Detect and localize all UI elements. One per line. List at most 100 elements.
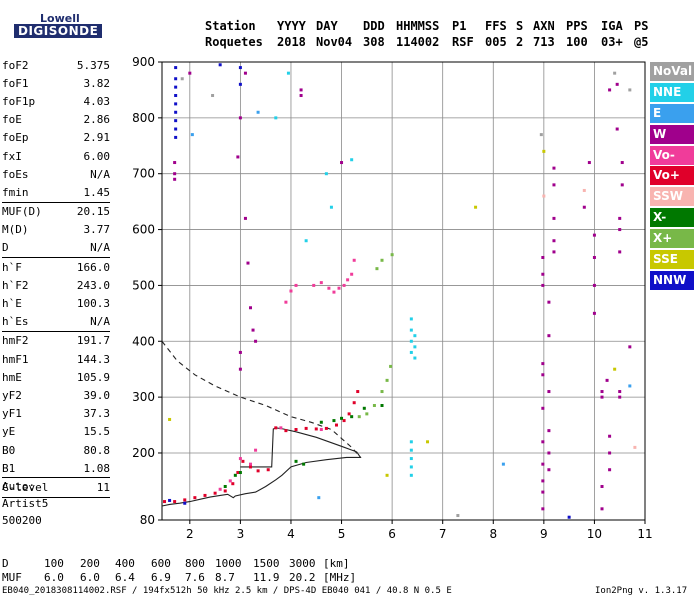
data-point (541, 255, 545, 259)
param-value: N/A (90, 241, 110, 255)
data-point (284, 429, 288, 433)
data-point (541, 362, 545, 366)
param-name: M(D) (2, 223, 29, 237)
data-point (409, 328, 413, 332)
data-point (238, 471, 242, 475)
param-row: D N/A (2, 239, 110, 257)
data-point (294, 428, 298, 432)
header-label-5: P1 (452, 19, 467, 33)
data-point (347, 412, 351, 416)
data-point (289, 289, 293, 293)
data-point (380, 390, 384, 394)
d-cell-5: 800 (185, 557, 205, 570)
data-point (334, 423, 338, 427)
param-row: fmin 1.45 (2, 183, 110, 201)
data-point (332, 290, 336, 294)
data-point (547, 468, 551, 472)
data-point (299, 88, 303, 92)
data-point (342, 283, 346, 287)
plot-frame (161, 61, 646, 521)
data-point (552, 239, 556, 243)
data-point (173, 172, 177, 176)
d-cell-2: 200 (80, 557, 100, 570)
param-name: MUF(D) (2, 205, 42, 219)
muf-cell-1: 6.0 (44, 571, 64, 584)
auto-program: Artist5 (2, 497, 49, 510)
header-value-9: 100 (566, 35, 588, 49)
data-point (168, 417, 172, 421)
data-point (174, 94, 178, 98)
param-row: hmF2 191.7 (2, 332, 110, 350)
muf-cell-6: 8.7 (215, 571, 235, 584)
data-point (456, 514, 460, 518)
param-value: 243.0 (76, 278, 110, 292)
data-point (547, 451, 551, 455)
data-point (163, 500, 167, 504)
param-row: hmE 105.9 (2, 368, 110, 386)
x-tick-label: 9 (540, 527, 548, 541)
data-point (327, 286, 331, 290)
param-value: 166.0 (76, 260, 110, 274)
data-point (254, 448, 258, 452)
data-point (274, 116, 278, 120)
param-name: fxI (2, 149, 22, 163)
param-row: h`E 100.3 (2, 294, 110, 312)
data-point (380, 404, 384, 407)
autoscaling-info: Auto: Artist5 500200 (2, 478, 48, 529)
data-point (256, 469, 260, 473)
data-point (385, 473, 389, 477)
muf-cell-3: 6.4 (115, 571, 135, 584)
header-label-1: YYYY (277, 19, 306, 33)
data-point (317, 496, 321, 500)
legend-item: Vo+ (650, 166, 694, 186)
y-tick-label: 400 (132, 334, 155, 348)
x-tick-label: 2 (186, 527, 194, 541)
data-point (352, 258, 356, 262)
version-info: Ion2Png v. 1.3.17 (595, 586, 688, 596)
data-point (332, 419, 336, 423)
data-point (552, 183, 556, 187)
d-cell-7: 1500 (253, 557, 280, 570)
data-point (541, 272, 545, 276)
data-point (174, 110, 178, 114)
y-tick-label: 700 (132, 167, 155, 181)
data-point (547, 300, 551, 304)
param-row: hmF1 144.3 (2, 350, 110, 368)
param-value: 4.03 (83, 94, 111, 108)
data-point (236, 471, 240, 475)
data-point (375, 267, 379, 271)
data-point (256, 110, 260, 114)
data-point (203, 493, 207, 497)
data-point (618, 216, 622, 220)
data-point (615, 127, 619, 131)
y-tick-label: 500 (132, 278, 155, 292)
data-point (312, 283, 316, 287)
param-name: B1 (2, 461, 16, 475)
param-row: h`F 166.0 (2, 258, 110, 276)
header-value-2: Nov04 (316, 35, 353, 49)
param-value: 15.5 (83, 425, 111, 439)
x-tick-label: 3 (237, 527, 245, 541)
muf-cell-8: 20.2 (289, 571, 316, 584)
data-point (223, 489, 227, 493)
data-point (541, 440, 545, 444)
param-name: foF1 (2, 76, 29, 90)
data-point (238, 457, 242, 461)
data-point (409, 465, 413, 469)
param-value: 3.77 (83, 223, 111, 237)
data-point (547, 429, 551, 433)
data-point (174, 77, 178, 81)
param-value: 37.3 (83, 407, 111, 421)
data-point (218, 63, 222, 67)
data-point (243, 71, 247, 75)
profile-line (161, 427, 362, 507)
data-point (552, 216, 556, 220)
data-point (254, 339, 258, 343)
legend-item: NoVal (650, 62, 694, 81)
param-row: yF2 39.0 (2, 386, 110, 404)
data-point (547, 334, 551, 338)
data-point (592, 255, 596, 259)
param-value: 144.3 (76, 352, 110, 366)
y-tick-label: 80 (140, 513, 155, 527)
auto-code: 500200 (2, 514, 42, 527)
